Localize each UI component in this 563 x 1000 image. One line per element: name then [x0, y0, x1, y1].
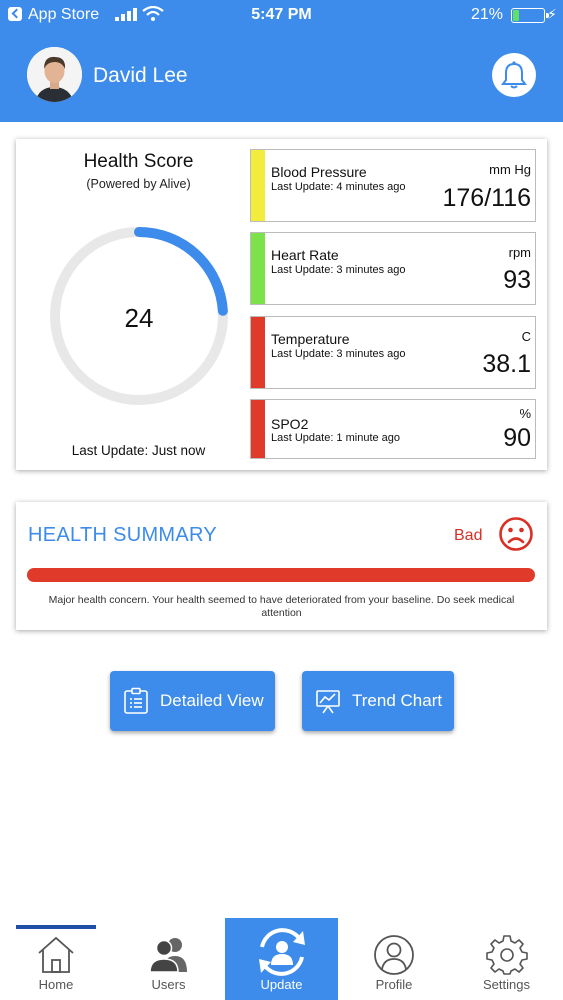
- users-icon: [148, 938, 187, 973]
- nav-users[interactable]: Users: [112, 918, 225, 1000]
- avatar[interactable]: [27, 47, 82, 102]
- charging-icon: ⚡: [547, 6, 557, 22]
- vital-unit: mm Hg: [489, 162, 531, 177]
- nav-settings-label: Settings: [483, 977, 530, 992]
- nav-active-indicator: [16, 925, 96, 929]
- health-status-label: Bad: [454, 527, 483, 544]
- health-summary-card: HEALTH SUMMARY Bad Major health concern.…: [16, 502, 547, 630]
- vital-color-bar: [251, 233, 265, 304]
- bottom-nav: Home Users Update: [0, 918, 563, 1000]
- vital-last-update: Last Update: 3 minutes ago: [271, 264, 406, 276]
- health-summary-text: Major health concern. Your health seemed…: [48, 594, 515, 619]
- gauge-progress-arc: [50, 227, 228, 405]
- health-score-card: Health Score (Powered by Alive) 24 Last …: [16, 139, 547, 470]
- health-score-gauge: [50, 227, 228, 405]
- presentation-chart-icon: [316, 690, 340, 714]
- gear-icon: [485, 935, 528, 975]
- nav-profile-label: Profile: [375, 977, 413, 992]
- detailed-view-button[interactable]: Detailed View: [110, 671, 275, 731]
- vital-value: 38.1: [482, 350, 531, 378]
- health-score-value: 24: [124, 303, 154, 333]
- back-to-app-link[interactable]: App Store: [28, 6, 100, 23]
- vital-last-update: Last Update: 1 minute ago: [271, 432, 401, 444]
- health-status-bar: [27, 568, 535, 582]
- vital-card-blood-pressure[interactable]: Blood Pressure Last Update: 4 minutes ag…: [250, 149, 536, 222]
- vital-card-temperature[interactable]: Temperature Last Update: 3 minutes ago C…: [250, 316, 536, 389]
- user-avatar-icon: [27, 47, 82, 102]
- vital-value: 176/116: [442, 184, 531, 212]
- vital-unit: rpm: [508, 245, 531, 260]
- signal-icon: [115, 8, 137, 21]
- nav-home[interactable]: Home: [0, 918, 112, 1000]
- nav-update[interactable]: Update: [225, 918, 338, 1000]
- header: App Store 5:47 PM 21% ⚡ David Le: [0, 0, 563, 122]
- back-icon[interactable]: [8, 7, 22, 21]
- clipboard-list-icon: [124, 687, 148, 714]
- profile-icon: [374, 935, 414, 975]
- nav-profile[interactable]: Profile: [338, 918, 450, 1000]
- vital-name: Temperature: [271, 331, 350, 347]
- bell-icon: [501, 61, 527, 89]
- status-bar: App Store 5:47 PM 21% ⚡: [0, 0, 563, 30]
- vital-name: SPO2: [271, 416, 309, 432]
- status-time: 5:47 PM: [251, 6, 312, 23]
- nav-home-label: Home: [38, 977, 74, 992]
- vital-color-bar: [251, 317, 265, 388]
- vital-color-bar: [251, 400, 265, 458]
- user-name[interactable]: David Lee: [93, 64, 188, 87]
- vital-card-spo2[interactable]: SPO2 Last Update: 1 minute ago % 90: [250, 399, 536, 459]
- battery-icon: [511, 8, 549, 23]
- nav-update-label: Update: [260, 977, 303, 992]
- health-score-title: Health Score: [83, 151, 194, 172]
- refresh-user-icon: [258, 928, 305, 976]
- wifi-icon: [142, 6, 164, 21]
- nav-settings[interactable]: Settings: [450, 918, 563, 1000]
- vital-name: Blood Pressure: [271, 164, 367, 180]
- health-score-last-update: Last Update: Just now: [71, 443, 206, 458]
- health-score-subtitle: (Powered by Alive): [86, 177, 191, 191]
- vital-card-heart-rate[interactable]: Heart Rate Last Update: 3 minutes ago rp…: [250, 232, 536, 305]
- vital-last-update: Last Update: 3 minutes ago: [271, 348, 406, 360]
- trend-chart-button[interactable]: Trend Chart: [302, 671, 454, 731]
- home-icon: [38, 936, 74, 973]
- vital-name: Heart Rate: [271, 247, 339, 263]
- vital-value: 93: [503, 266, 531, 294]
- vital-value: 90: [503, 424, 531, 452]
- vital-unit: %: [519, 406, 531, 421]
- health-summary-title: HEALTH SUMMARY: [28, 524, 218, 546]
- trend-chart-label: Trend Chart: [352, 691, 443, 710]
- notifications-button[interactable]: [492, 53, 536, 97]
- nav-users-label: Users: [151, 977, 186, 992]
- vital-color-bar: [251, 150, 265, 221]
- detailed-view-label: Detailed View: [160, 691, 264, 710]
- vital-unit: C: [521, 329, 531, 344]
- sad-face-icon: [499, 517, 533, 551]
- battery-percent: 21%: [470, 6, 503, 23]
- vital-last-update: Last Update: 4 minutes ago: [271, 181, 406, 193]
